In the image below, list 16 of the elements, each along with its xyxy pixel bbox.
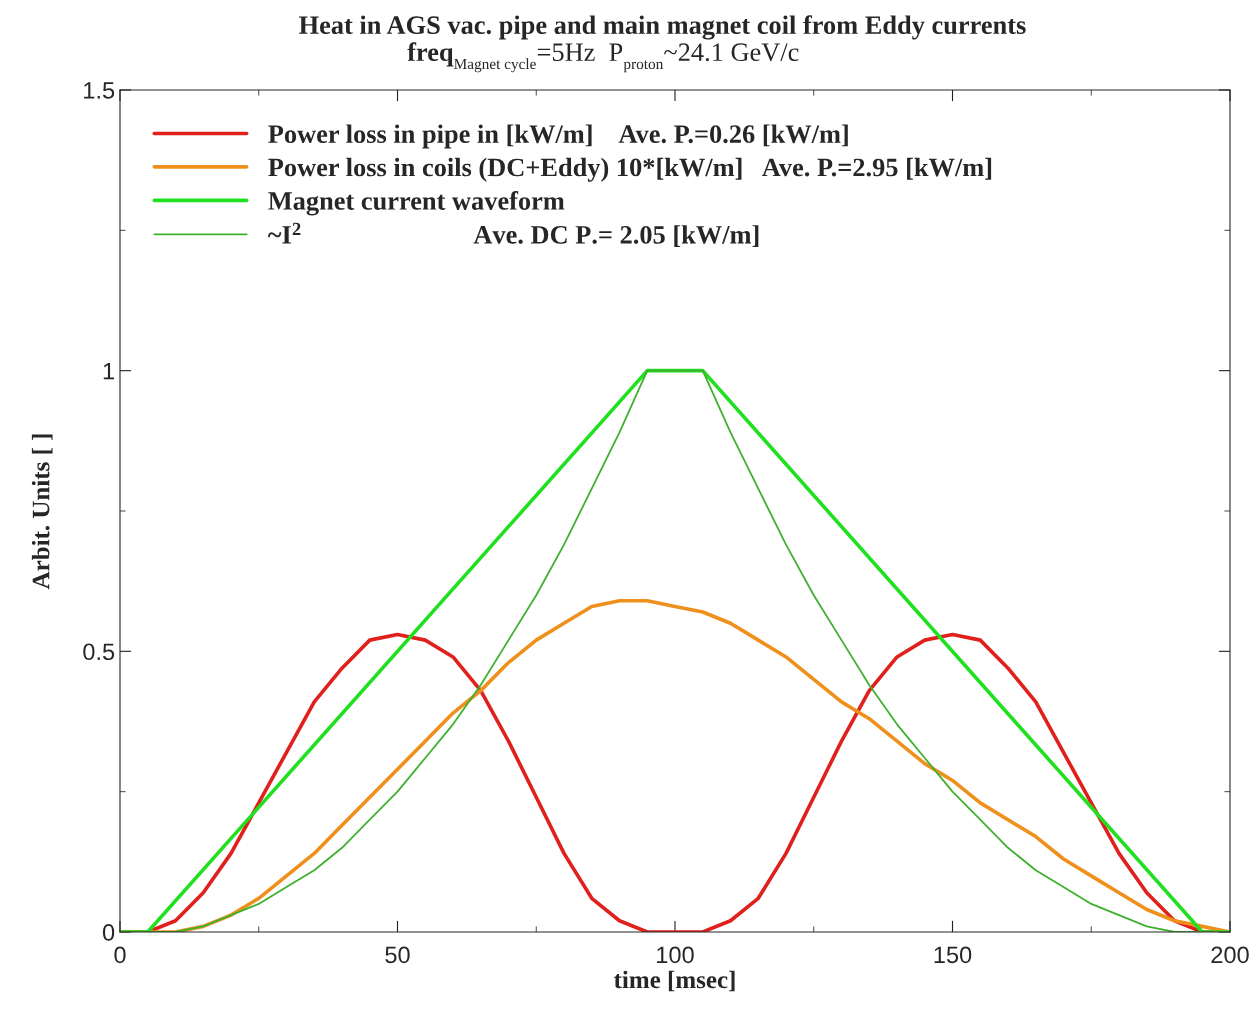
text: ~I$^{2}$ Ave. DC P.= 2.05 [kW/m] [267, 222, 759, 247]
chart-title: Heat in AGS vac. pipe and main magnet coil from Eddy currents [299, 15, 1026, 40]
y-tick-label: 0 [102, 924, 115, 941]
x-tick-label: 100 [657, 946, 694, 964]
y-tick-label: 1 [103, 362, 114, 380]
y-tick-label: 1.5 [84, 82, 115, 99]
x-tick-label: 150 [934, 946, 972, 964]
x-tick-label: 200 [1211, 946, 1249, 964]
y-axis-title: Arbit. Units [ ] [31, 434, 53, 590]
x-tick-label: 50 [385, 946, 410, 964]
legend-label: Magnet current waveform [268, 191, 565, 216]
y-tick-label: 0.5 [83, 643, 115, 661]
x-tick-label: 0 [114, 946, 126, 964]
legend-label: Power loss in pipe in [kW/m] Ave. P.=0.26 [kW/m] [268, 124, 848, 149]
legend-label: Power loss in coils (DC+Eddy) 10*[kW/m] Ave. P.=2.95 [kW/m] [268, 157, 992, 182]
x-axis-title: time [msec] [613, 970, 735, 992]
